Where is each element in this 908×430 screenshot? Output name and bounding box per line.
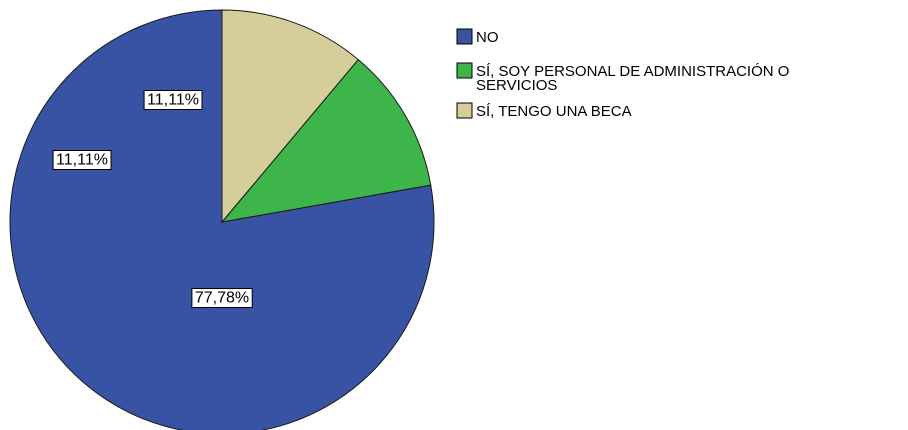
pie-slice (221, 9, 359, 224)
slice-data-label: 11,11% (52, 150, 112, 170)
svg-text:77,78%: 77,78% (195, 290, 249, 307)
legend-swatch (456, 102, 473, 119)
svg-text:11,11%: 11,11% (56, 152, 108, 169)
pie-slice (220, 58, 432, 223)
chart-legend: NO SÍ, SOY PERSONAL DE ADMINISTRACIÓN OSE… (456, 28, 789, 120)
legend-item: SÍ, SOY PERSONAL DE ADMINISTRACIÓN OSERV… (456, 62, 789, 94)
svg-text:11,11%: 11,11% (147, 92, 199, 109)
legend-label: SÍ, TENGO UNA BECA (476, 103, 632, 120)
pie-slices (9, 9, 435, 430)
legend-item: SÍ, TENGO UNA BECA (456, 102, 632, 120)
legend-label: SERVICIOS (476, 77, 557, 94)
legend-label: NO (476, 29, 499, 46)
legend-swatch (456, 28, 473, 45)
legend-swatch (456, 62, 473, 79)
pie-slice (9, 9, 435, 430)
legend-label: SÍ, SOY PERSONAL DE ADMINISTRACIÓN O (476, 63, 789, 80)
slice-data-label: 11,11% (143, 90, 203, 110)
slice-data-label: 77,78% (191, 288, 253, 308)
legend-item: NO (456, 28, 499, 46)
pie-data-labels: 77,78% 11,11% 11,11% (52, 90, 253, 308)
